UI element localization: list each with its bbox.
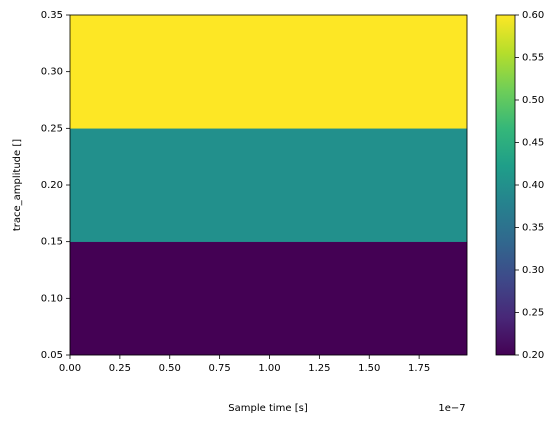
colorbar-tick-label: 0.40 bbox=[522, 180, 544, 191]
x-axis-label: Sample time [s] bbox=[228, 403, 308, 414]
x-tick-label: 1.50 bbox=[358, 363, 380, 374]
y-tick-label: 0.20 bbox=[41, 180, 63, 191]
y-tick-label: 0.05 bbox=[41, 350, 63, 361]
colorbar-tick-label: 0.50 bbox=[522, 95, 544, 106]
colorbar-tick-label: 0.35 bbox=[522, 223, 544, 234]
colorbar-tick-label: 0.60 bbox=[522, 10, 544, 21]
colorbar-tick-label: 0.20 bbox=[522, 350, 544, 361]
x-tick-label: 0.00 bbox=[59, 363, 81, 374]
x-tick-label: 1.75 bbox=[408, 363, 430, 374]
heatmap-cell bbox=[69, 241, 468, 356]
colorbar-tick-label: 0.25 bbox=[522, 308, 544, 319]
y-tick-label: 0.25 bbox=[41, 123, 63, 134]
x-tick-label: 0.75 bbox=[208, 363, 230, 374]
colorbar-tick-label: 0.45 bbox=[522, 138, 544, 149]
x-tick-label: 0.50 bbox=[159, 363, 181, 374]
colorbar bbox=[495, 14, 516, 356]
heatmap-cell bbox=[69, 14, 468, 129]
y-tick-label: 0.30 bbox=[41, 67, 63, 78]
y-tick-label: 0.35 bbox=[41, 10, 63, 21]
colorbar-tick-label: 0.30 bbox=[522, 265, 544, 276]
colorbar-tick-label: 0.55 bbox=[522, 53, 544, 64]
heatmap-cell bbox=[69, 128, 468, 242]
x-tick-label: 1.25 bbox=[308, 363, 330, 374]
y-tick-label: 0.10 bbox=[41, 293, 63, 304]
x-tick-label: 1.00 bbox=[258, 363, 280, 374]
y-axis-label: trace_amplitude [] bbox=[12, 139, 23, 231]
y-tick-label: 0.15 bbox=[41, 237, 63, 248]
x-offset-label: 1e−7 bbox=[438, 403, 465, 414]
x-tick-label: 0.25 bbox=[109, 363, 131, 374]
